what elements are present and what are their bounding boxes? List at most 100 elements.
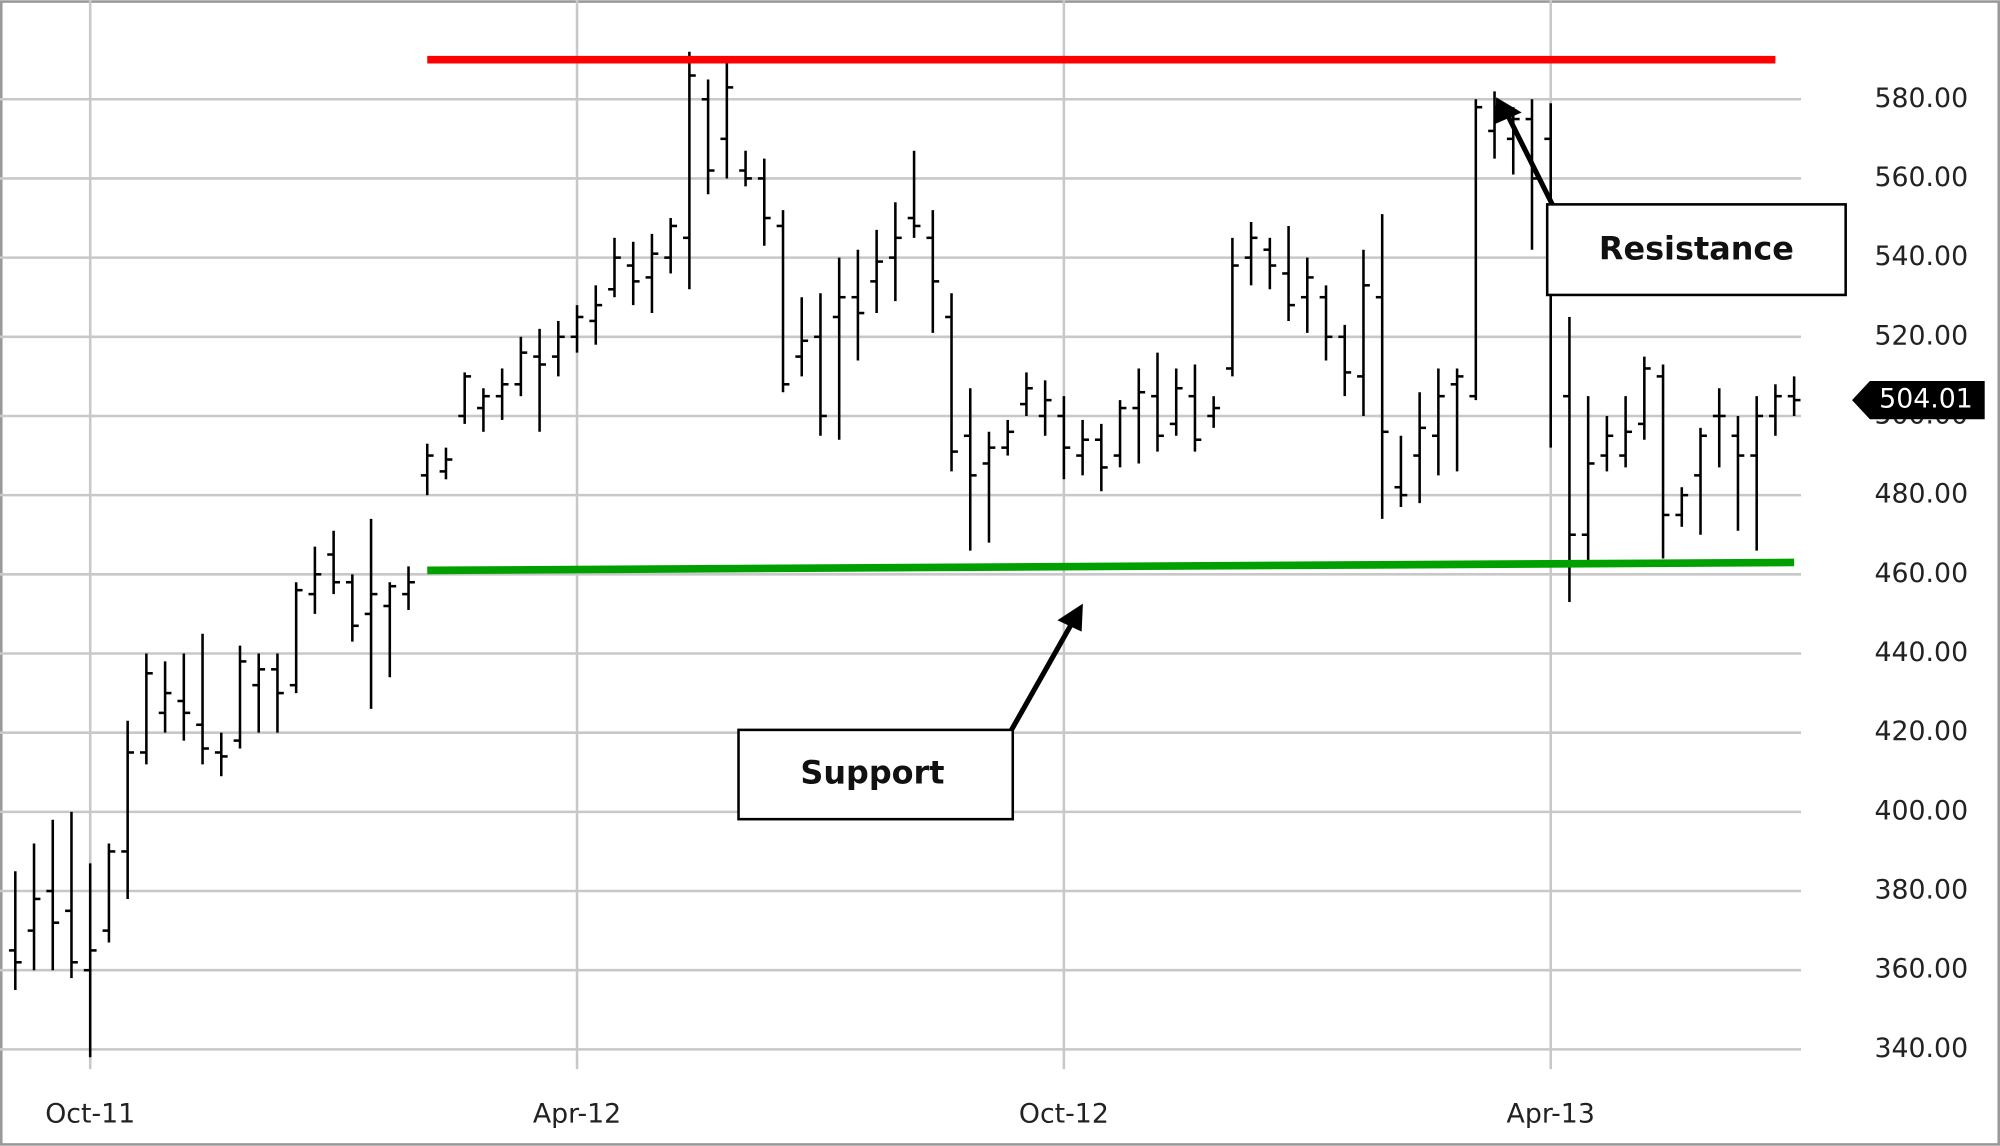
ohlc-bar xyxy=(1094,423,1108,492)
arrow xyxy=(1506,116,1555,206)
arrow-head xyxy=(1494,97,1522,125)
ohlc-bar xyxy=(289,582,303,694)
ohlc-bar xyxy=(1787,376,1801,416)
bars xyxy=(8,51,1801,1058)
ohlc-bar xyxy=(945,293,958,472)
ohlc-bar xyxy=(907,150,921,238)
ohlc-bar xyxy=(1506,107,1520,175)
ohlc-bar xyxy=(102,843,116,943)
ohlc-bar xyxy=(814,293,827,436)
ohlc-bar xyxy=(1338,324,1352,397)
ohlc-bar xyxy=(1076,419,1089,476)
ohlc-bar xyxy=(963,388,977,551)
ohlc-bar xyxy=(383,582,397,678)
ohlc-bar xyxy=(158,661,172,733)
y-tick-label: 360.00 xyxy=(1874,954,1968,985)
ohlc-bar xyxy=(1731,415,1745,531)
ohlc-bar xyxy=(1319,285,1333,361)
ohlc-bar xyxy=(570,305,584,353)
y-tick-label: 440.00 xyxy=(1874,637,1968,668)
y-tick-label: 340.00 xyxy=(1874,1033,1968,1064)
ohlc-bar xyxy=(551,320,565,377)
ohlc-bar xyxy=(1769,384,1782,436)
ohlc-bar xyxy=(1375,214,1389,519)
ohlc-bar xyxy=(645,233,659,314)
x-tick-label: Oct-11 xyxy=(45,1099,135,1130)
ohlc-bar xyxy=(327,530,340,595)
ohlc-bar xyxy=(1600,415,1614,472)
ohlc-bar xyxy=(121,720,135,899)
ohlc-bar xyxy=(851,249,865,361)
annotation-box xyxy=(1545,203,1847,297)
price-tag xyxy=(1852,380,1985,420)
ohlc-bar xyxy=(1656,364,1670,559)
y-tick-label: 400.00 xyxy=(1874,795,1968,826)
ohlc-bar xyxy=(402,566,415,610)
ohlc-bar xyxy=(870,229,884,314)
ohlc-bar xyxy=(1469,99,1483,401)
ohlc-bar xyxy=(1263,237,1277,290)
ohlc-bar xyxy=(1581,396,1595,567)
price-tag-label: 504.01 xyxy=(1879,384,1973,415)
ohlc-bar xyxy=(1357,249,1370,416)
ohlc-bar xyxy=(664,218,678,274)
ohlc-bar xyxy=(177,653,191,741)
y-tick-label: 420.00 xyxy=(1874,716,1968,747)
ohlc-bar xyxy=(757,158,771,246)
ohlc-bar xyxy=(1431,368,1445,476)
ohlc-bar xyxy=(495,368,509,420)
y-tick-label: 580.00 xyxy=(1874,83,1968,114)
ohlc-bar xyxy=(140,653,153,765)
ohlc-bar xyxy=(1113,400,1127,468)
ohlc-bar xyxy=(1300,257,1314,333)
ohlc-bar xyxy=(196,633,209,765)
level-line xyxy=(427,558,1795,575)
ohlc-bar xyxy=(1750,396,1764,551)
x-tick-label: Apr-12 xyxy=(533,1099,621,1130)
ohlc-bar xyxy=(1244,221,1258,286)
ohlc-bar xyxy=(1038,380,1052,436)
ohlc-bar xyxy=(345,574,359,642)
ohlc-bar xyxy=(214,732,228,777)
ohlc-bar xyxy=(1450,368,1464,472)
y-tick-label: 380.00 xyxy=(1874,875,1968,906)
ohlc-bar xyxy=(83,863,97,1058)
ohlc-bar xyxy=(65,811,78,979)
y-tick-label: 540.00 xyxy=(1874,241,1968,272)
ohlc-bar xyxy=(701,79,715,195)
annotation-label: Resistance xyxy=(1599,229,1794,267)
x-tick-label: Oct-12 xyxy=(1019,1099,1109,1130)
ohlc-bar xyxy=(46,819,60,971)
ohlc-bar xyxy=(1057,396,1071,480)
y-tick-label: 460.00 xyxy=(1874,558,1968,589)
ohlc-bar xyxy=(252,653,266,733)
ohlc-bar xyxy=(233,645,247,749)
ohlc-bar xyxy=(1151,352,1164,452)
ohlc-bar xyxy=(27,843,41,971)
ohlc-bar xyxy=(439,447,453,480)
y-tick-label: 480.00 xyxy=(1874,479,1968,510)
ohlc-bar xyxy=(683,51,696,290)
ohlc-bar xyxy=(982,431,996,543)
x-tick-label: Apr-13 xyxy=(1507,1099,1595,1130)
ohlc-bar xyxy=(1694,427,1707,535)
ohlc-bar xyxy=(608,237,621,298)
annotation-label: Support xyxy=(800,754,944,792)
ohlc-bar xyxy=(1188,364,1202,452)
ohlc-bar xyxy=(1169,368,1183,436)
ohlc-bar xyxy=(477,388,490,432)
ohlc-bar xyxy=(1001,419,1015,456)
ohlc-bar xyxy=(364,518,378,709)
ohlc-bar xyxy=(926,210,940,333)
ohlc-bar xyxy=(533,328,546,432)
ohlc-bar xyxy=(1619,396,1632,468)
ohlc-bar xyxy=(458,372,472,424)
ohlc-bar xyxy=(888,202,902,302)
ohlc-bar xyxy=(1020,372,1033,416)
ohlc-bar xyxy=(626,241,640,306)
ohlc-bar xyxy=(1132,368,1146,464)
ohlc-bar xyxy=(1413,392,1427,504)
y-tick-label: 520.00 xyxy=(1874,320,1968,351)
